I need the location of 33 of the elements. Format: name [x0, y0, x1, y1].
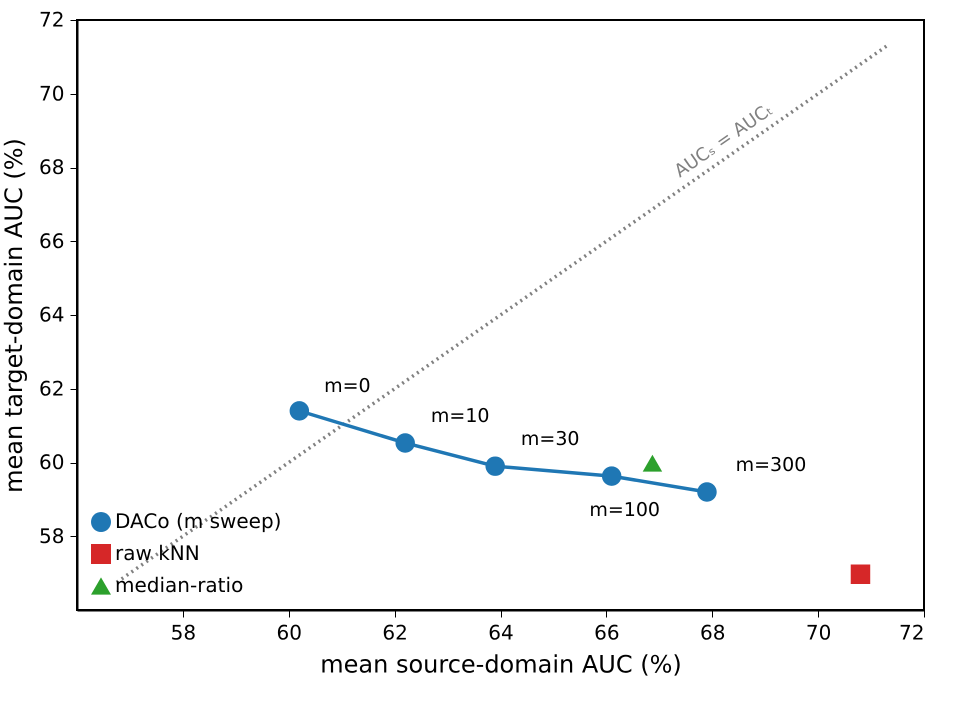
x-tick-label: 62: [382, 620, 408, 644]
y-tick-label: 70: [39, 81, 64, 106]
x-tick-label: 68: [700, 620, 726, 644]
x-tick-label: 72: [899, 620, 924, 644]
annotation: m=0: [324, 374, 371, 397]
y-tick-label: 66: [39, 228, 64, 253]
point: [290, 401, 310, 421]
y-tick-label: 68: [39, 155, 64, 179]
annotation: m=100: [589, 499, 660, 522]
y-tick-label: 64: [39, 302, 64, 326]
annotation: m=10: [430, 404, 490, 427]
y-tick-label: 60: [39, 450, 64, 474]
x-axis-title: mean source-domain AUC (%): [320, 650, 682, 678]
y-tick-label: 58: [39, 524, 64, 548]
x-tick-label: 66: [594, 620, 620, 644]
point: [642, 454, 662, 472]
x-tick-label: 64: [488, 620, 514, 644]
point: [485, 456, 505, 476]
x-tick-label: 58: [170, 620, 196, 644]
point: [697, 482, 717, 502]
legend-label: median-ratio: [115, 573, 244, 597]
y-tick-label: 62: [39, 376, 64, 400]
point: [850, 564, 870, 584]
annotation: m=300: [736, 454, 806, 476]
y-axis-title: mean target-domain AUC (%): [0, 138, 28, 493]
y-tick-label: 72: [39, 8, 64, 32]
x-tick-label: 70: [806, 620, 832, 644]
legend-label: raw kNN: [115, 541, 200, 565]
point: [602, 466, 622, 486]
annotation: m=30: [520, 428, 580, 450]
legend-label: DACo (m sweep): [115, 509, 282, 533]
x-tick-label: 60: [276, 620, 302, 644]
point: [395, 433, 415, 453]
